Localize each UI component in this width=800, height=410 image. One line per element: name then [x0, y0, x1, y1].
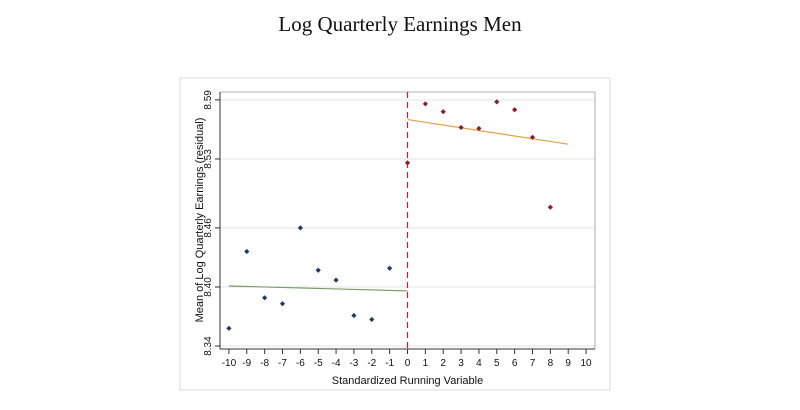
data-point [422, 101, 428, 107]
data-point [226, 325, 232, 331]
x-tick-label: 6 [512, 358, 518, 369]
x-tick-label: -7 [278, 358, 287, 369]
data-point [387, 265, 393, 271]
x-tick-label: 7 [530, 358, 536, 369]
fit-line [407, 118, 569, 145]
data-point [529, 134, 536, 140]
x-tick-label: -6 [296, 358, 305, 369]
x-tick-label: -1 [385, 358, 394, 369]
x-tick-label: 2 [440, 358, 446, 369]
y-axis-label: Mean of Log Quarterly Earnings (residual… [194, 118, 206, 323]
data-point [333, 277, 339, 283]
x-axis-label: Standardized Running Variable [332, 375, 483, 387]
x-ticks: -10 -9 -8 -7 -6 -5 -4 -3 -2 -1 0 1 2 3 4 5 6 7 8 9 10 [222, 349, 592, 369]
data-point [547, 204, 553, 210]
x-tick-label: 4 [476, 358, 482, 369]
x-tick-label: -9 [242, 358, 251, 369]
x-tick-label: 10 [581, 358, 593, 369]
data-point [458, 124, 464, 131]
x-tick-label: -5 [314, 358, 323, 369]
data-point [369, 316, 375, 323]
chart-title: Log Quarterly Earnings Men [278, 12, 522, 36]
x-tick-label: -4 [332, 358, 341, 369]
y-tick-label: 8.46 [203, 218, 214, 238]
data-point [440, 109, 446, 115]
x-tick-label: -10 [222, 358, 237, 369]
data-point [512, 107, 518, 113]
fit-lines [228, 118, 569, 292]
x-tick-label: 8 [548, 358, 554, 369]
y-tick-label: 8.40 [203, 277, 214, 297]
x-tick-label: 3 [458, 358, 464, 369]
y-tick-label: 8.59 [203, 90, 214, 110]
y-tick-label: 8.34 [203, 336, 214, 356]
x-tick-label: -8 [260, 358, 269, 369]
data-points [226, 99, 553, 331]
x-tick-label: 0 [405, 358, 411, 369]
x-tick-label: -3 [349, 358, 358, 369]
x-tick-label: -2 [367, 358, 376, 369]
data-point [279, 301, 286, 307]
fit-line [228, 285, 408, 292]
x-tick-label: 9 [565, 358, 571, 369]
x-tick-label: 5 [494, 358, 500, 369]
y-ticks: 8.34 8.40 8.46 8.53 8.59 [203, 90, 220, 356]
data-point [476, 125, 482, 132]
data-point [297, 225, 303, 231]
data-point [404, 160, 411, 166]
data-point [351, 312, 357, 319]
data-point [244, 248, 250, 255]
data-point [315, 267, 321, 273]
chart-frame [179, 77, 611, 391]
data-point [494, 99, 500, 105]
x-tick-label: 1 [423, 358, 429, 369]
data-point [262, 295, 268, 301]
y-tick-label: 8.53 [203, 149, 214, 169]
